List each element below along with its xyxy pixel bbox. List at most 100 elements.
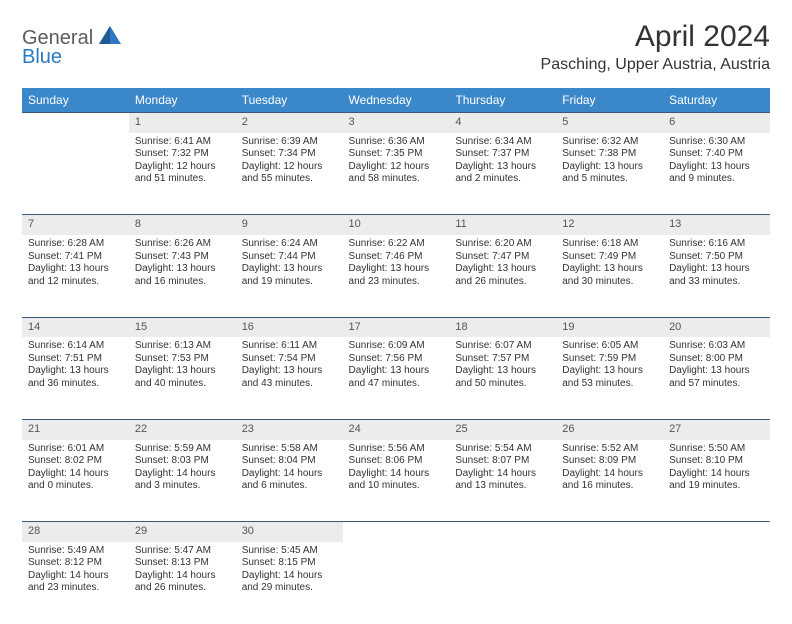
sunrise-line: Sunrise: 5:50 AM — [669, 443, 764, 456]
sunset-line: Sunset: 7:47 PM — [455, 251, 550, 264]
info-row: Sunrise: 6:41 AMSunset: 7:32 PMDaylight:… — [22, 133, 770, 215]
sunset-line: Sunset: 7:35 PM — [349, 148, 444, 161]
info-row: Sunrise: 6:28 AMSunset: 7:41 PMDaylight:… — [22, 235, 770, 317]
daynum-row: 78910111213 — [22, 215, 770, 235]
daylight-line: Daylight: 14 hours and 3 minutes. — [135, 468, 230, 493]
sunset-line: Sunset: 7:34 PM — [242, 148, 337, 161]
title-block: April 2024 Pasching, Upper Austria, Aust… — [541, 20, 770, 82]
day-info-cell — [343, 542, 450, 624]
sunset-line: Sunset: 7:50 PM — [669, 251, 764, 264]
daylight-line: Daylight: 13 hours and 16 minutes. — [135, 263, 230, 288]
day-info-cell: Sunrise: 6:07 AMSunset: 7:57 PMDaylight:… — [449, 337, 556, 419]
sunrise-line: Sunrise: 6:36 AM — [349, 136, 444, 149]
daylight-line: Daylight: 14 hours and 26 minutes. — [135, 570, 230, 595]
daylight-line: Daylight: 14 hours and 6 minutes. — [242, 468, 337, 493]
sunset-line: Sunset: 8:00 PM — [669, 353, 764, 366]
sunrise-line: Sunrise: 5:52 AM — [562, 443, 657, 456]
weekday-header: Friday — [556, 88, 663, 113]
sunrise-line: Sunrise: 5:54 AM — [455, 443, 550, 456]
sunset-line: Sunset: 7:43 PM — [135, 251, 230, 264]
weekday-header: Saturday — [663, 88, 770, 113]
day-info-cell — [663, 542, 770, 624]
daylight-line: Daylight: 13 hours and 9 minutes. — [669, 161, 764, 186]
sunrise-line: Sunrise: 6:07 AM — [455, 340, 550, 353]
sunset-line: Sunset: 8:07 PM — [455, 455, 550, 468]
daylight-line: Daylight: 13 hours and 23 minutes. — [349, 263, 444, 288]
day-number-cell: 2 — [236, 113, 343, 133]
day-number-cell: 27 — [663, 419, 770, 439]
day-number-cell: 3 — [343, 113, 450, 133]
day-number-cell: 13 — [663, 215, 770, 235]
daylight-line: Daylight: 13 hours and 30 minutes. — [562, 263, 657, 288]
day-info-cell: Sunrise: 6:03 AMSunset: 8:00 PMDaylight:… — [663, 337, 770, 419]
day-info-cell: Sunrise: 5:45 AMSunset: 8:15 PMDaylight:… — [236, 542, 343, 624]
day-info-cell: Sunrise: 6:18 AMSunset: 7:49 PMDaylight:… — [556, 235, 663, 317]
day-number-cell: 9 — [236, 215, 343, 235]
day-number-cell: 23 — [236, 419, 343, 439]
day-info-cell: Sunrise: 6:14 AMSunset: 7:51 PMDaylight:… — [22, 337, 129, 419]
day-info-cell: Sunrise: 5:49 AMSunset: 8:12 PMDaylight:… — [22, 542, 129, 624]
day-info-cell: Sunrise: 6:11 AMSunset: 7:54 PMDaylight:… — [236, 337, 343, 419]
day-number-cell: 30 — [236, 522, 343, 542]
day-info-cell: Sunrise: 6:24 AMSunset: 7:44 PMDaylight:… — [236, 235, 343, 317]
day-number-cell — [343, 522, 450, 542]
day-number-cell: 1 — [129, 113, 236, 133]
sunrise-line: Sunrise: 6:03 AM — [669, 340, 764, 353]
daylight-line: Daylight: 13 hours and 12 minutes. — [28, 263, 123, 288]
daylight-line: Daylight: 12 hours and 55 minutes. — [242, 161, 337, 186]
day-info-cell: Sunrise: 5:56 AMSunset: 8:06 PMDaylight:… — [343, 440, 450, 522]
sunrise-line: Sunrise: 6:11 AM — [242, 340, 337, 353]
sunrise-line: Sunrise: 6:22 AM — [349, 238, 444, 251]
sunset-line: Sunset: 7:51 PM — [28, 353, 123, 366]
info-row: Sunrise: 6:01 AMSunset: 8:02 PMDaylight:… — [22, 440, 770, 522]
sunset-line: Sunset: 7:53 PM — [135, 353, 230, 366]
daynum-row: 14151617181920 — [22, 317, 770, 337]
sunrise-line: Sunrise: 5:58 AM — [242, 443, 337, 456]
day-number-cell: 26 — [556, 419, 663, 439]
weekday-header-row: SundayMondayTuesdayWednesdayThursdayFrid… — [22, 88, 770, 113]
day-info-cell: Sunrise: 6:30 AMSunset: 7:40 PMDaylight:… — [663, 133, 770, 215]
sunrise-line: Sunrise: 6:41 AM — [135, 136, 230, 149]
logo-triangle-icon — [99, 26, 121, 44]
daylight-line: Daylight: 12 hours and 51 minutes. — [135, 161, 230, 186]
day-info-cell: Sunrise: 6:01 AMSunset: 8:02 PMDaylight:… — [22, 440, 129, 522]
daylight-line: Daylight: 13 hours and 40 minutes. — [135, 365, 230, 390]
day-number-cell: 12 — [556, 215, 663, 235]
sunrise-line: Sunrise: 6:09 AM — [349, 340, 444, 353]
daylight-line: Daylight: 13 hours and 50 minutes. — [455, 365, 550, 390]
day-info-cell: Sunrise: 5:58 AMSunset: 8:04 PMDaylight:… — [236, 440, 343, 522]
day-number-cell — [449, 522, 556, 542]
day-number-cell: 29 — [129, 522, 236, 542]
daylight-line: Daylight: 14 hours and 23 minutes. — [28, 570, 123, 595]
location: Pasching, Upper Austria, Austria — [541, 56, 770, 74]
daylight-line: Daylight: 14 hours and 16 minutes. — [562, 468, 657, 493]
sunrise-line: Sunrise: 6:01 AM — [28, 443, 123, 456]
day-number-cell — [556, 522, 663, 542]
sunrise-line: Sunrise: 6:32 AM — [562, 136, 657, 149]
day-number-cell: 11 — [449, 215, 556, 235]
info-row: Sunrise: 5:49 AMSunset: 8:12 PMDaylight:… — [22, 542, 770, 624]
daylight-line: Daylight: 13 hours and 47 minutes. — [349, 365, 444, 390]
sunset-line: Sunset: 8:10 PM — [669, 455, 764, 468]
day-number-cell: 4 — [449, 113, 556, 133]
sunset-line: Sunset: 7:54 PM — [242, 353, 337, 366]
sunset-line: Sunset: 7:59 PM — [562, 353, 657, 366]
sunrise-line: Sunrise: 6:20 AM — [455, 238, 550, 251]
weekday-header: Tuesday — [236, 88, 343, 113]
day-info-cell: Sunrise: 6:13 AMSunset: 7:53 PMDaylight:… — [129, 337, 236, 419]
day-info-cell: Sunrise: 6:39 AMSunset: 7:34 PMDaylight:… — [236, 133, 343, 215]
day-info-cell: Sunrise: 6:32 AMSunset: 7:38 PMDaylight:… — [556, 133, 663, 215]
day-info-cell: Sunrise: 6:16 AMSunset: 7:50 PMDaylight:… — [663, 235, 770, 317]
sunrise-line: Sunrise: 6:05 AM — [562, 340, 657, 353]
day-number-cell: 6 — [663, 113, 770, 133]
day-number-cell: 15 — [129, 317, 236, 337]
sunset-line: Sunset: 7:38 PM — [562, 148, 657, 161]
day-info-cell: Sunrise: 6:41 AMSunset: 7:32 PMDaylight:… — [129, 133, 236, 215]
daylight-line: Daylight: 14 hours and 10 minutes. — [349, 468, 444, 493]
sunrise-line: Sunrise: 5:59 AM — [135, 443, 230, 456]
day-info-cell: Sunrise: 6:28 AMSunset: 7:41 PMDaylight:… — [22, 235, 129, 317]
day-info-cell — [556, 542, 663, 624]
day-info-cell: Sunrise: 5:47 AMSunset: 8:13 PMDaylight:… — [129, 542, 236, 624]
sunrise-line: Sunrise: 6:28 AM — [28, 238, 123, 251]
daylight-line: Daylight: 13 hours and 43 minutes. — [242, 365, 337, 390]
